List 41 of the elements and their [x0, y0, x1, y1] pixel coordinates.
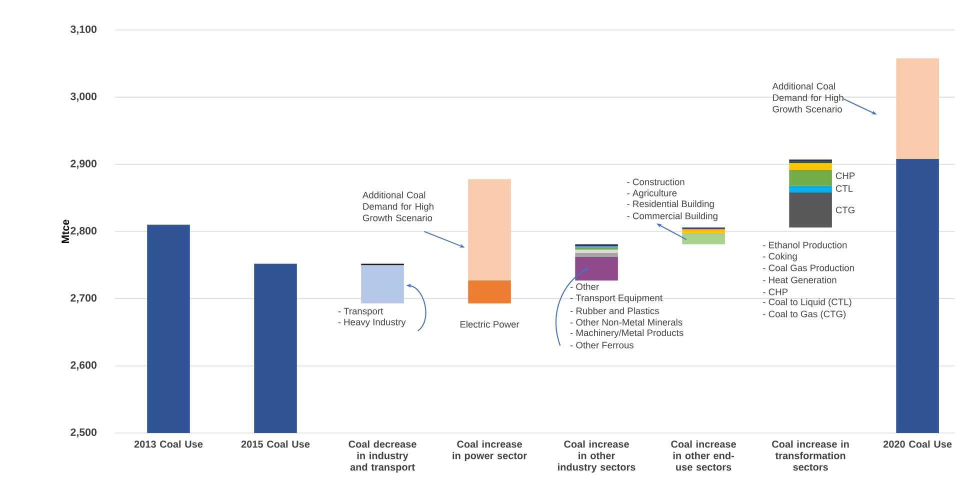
annotation: - Coking — [763, 252, 797, 262]
x-tick-label: 2020 Coal Use — [883, 440, 952, 448]
annotation: - Agriculture — [627, 190, 677, 198]
annotation: - Other Non-Metal Minerals — [570, 318, 682, 326]
y-tick-label: 2,900 — [70, 160, 97, 169]
x-tick-label: Coal increase in other industry sectors — [558, 440, 636, 473]
x-tick-label: Coal increase in power sector — [452, 440, 527, 462]
x-tick-label: Coal decrease in industry and transport — [348, 440, 416, 473]
annotation: - Machinery/Metal Products — [570, 329, 684, 338]
y-tick-label: 2,800 — [70, 226, 97, 236]
annotation: - Construction — [627, 178, 684, 186]
y-tick-label: 2,600 — [70, 361, 97, 370]
annotation: - CHP — [763, 288, 788, 296]
x-tick-label: Coal increase in other end-use sectors — [671, 440, 736, 471]
annotation: Electric Power — [460, 320, 520, 328]
annotation: Additional Coal Demand for High Growth Scenario — [772, 82, 844, 112]
annotation: - Other — [570, 283, 599, 290]
annotation: - Other Ferrous — [570, 342, 634, 348]
annotation: - Coal Gas Production — [763, 264, 854, 272]
annotation: CHP — [836, 172, 855, 180]
annotation: - Ethanol Production — [763, 242, 847, 248]
annotation: - Rubber and Plastics — [570, 307, 659, 314]
y-tick-label: 2,700 — [70, 294, 97, 304]
y-axis-title: Mtce — [62, 220, 70, 243]
y-tick-label: 2,500 — [70, 428, 97, 438]
annotation: - Commercial Building — [627, 212, 718, 222]
annotation: - Heavy Industry — [338, 318, 406, 328]
y-tick-label: 3,000 — [70, 92, 97, 102]
annotation: - Coal to Liquid (CTL) — [763, 298, 852, 308]
annotation: CTL — [836, 185, 853, 192]
annotation: - Heat Generation — [763, 276, 836, 284]
annotation: Additional Coal Demand for High Growth Scenario — [362, 191, 434, 222]
annotation: CTG — [836, 206, 854, 214]
x-tick-label: 2015 Coal Use — [241, 440, 310, 448]
x-tick-label: 2013 Coal Use — [134, 440, 203, 448]
annotation: - Coal to Gas (CTG) — [763, 310, 846, 320]
annotation: - Residential Building — [627, 200, 714, 209]
annotation: - Transport — [338, 308, 384, 316]
y-tick-label: 3,100 — [70, 25, 97, 35]
annotation: - Transport Equipment — [570, 294, 662, 304]
x-tick-label: Coal increase in transformation sectors — [772, 440, 849, 471]
